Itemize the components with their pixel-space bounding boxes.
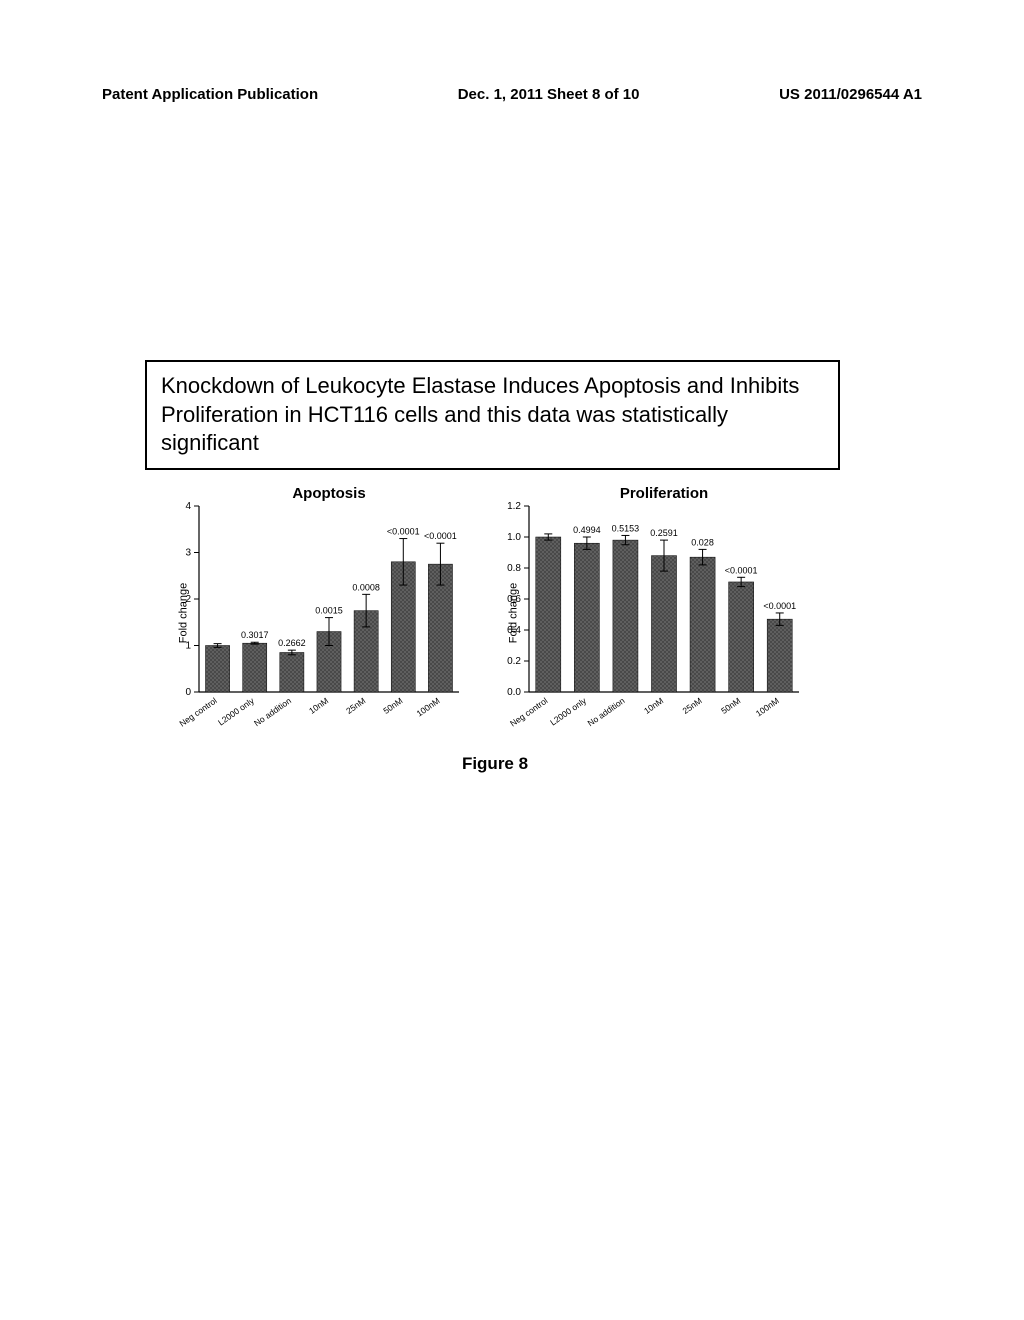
charts-row: Fold change Apoptosis01234Neg control0.3…	[155, 478, 835, 748]
svg-text:Apoptosis: Apoptosis	[292, 485, 365, 502]
proliferation-chart: Fold change Proliferation0.00.20.40.60.8…	[485, 478, 805, 748]
figure-title-text: Knockdown of Leukocyte Elastase Induces …	[161, 373, 799, 455]
svg-text:25nM: 25nM	[344, 695, 367, 715]
svg-text:0.5153: 0.5153	[612, 523, 640, 533]
svg-text:0.0015: 0.0015	[315, 605, 343, 615]
svg-text:No addition: No addition	[252, 695, 293, 728]
apoptosis-chart: Fold change Apoptosis01234Neg control0.3…	[155, 478, 465, 748]
svg-text:No addition: No addition	[586, 695, 627, 728]
svg-text:<0.0001: <0.0001	[387, 526, 420, 536]
svg-text:Proliferation: Proliferation	[620, 485, 708, 502]
header-right: US 2011/0296544 A1	[779, 86, 922, 103]
svg-text:0.2: 0.2	[507, 656, 521, 667]
figure-caption-text: Figure 8	[462, 754, 528, 773]
svg-text:L2000 only: L2000 only	[216, 695, 256, 727]
svg-text:<0.0001: <0.0001	[424, 531, 457, 541]
svg-text:3: 3	[185, 547, 191, 558]
page-header: Patent Application Publication Dec. 1, 2…	[102, 86, 922, 103]
svg-text:Neg control: Neg control	[177, 695, 218, 728]
svg-text:0.0008: 0.0008	[352, 582, 380, 592]
svg-text:L2000 only: L2000 only	[548, 695, 588, 727]
header-center: Dec. 1, 2011 Sheet 8 of 10	[458, 86, 640, 103]
svg-text:0.2662: 0.2662	[278, 638, 306, 648]
svg-text:0: 0	[185, 687, 191, 698]
svg-text:<0.0001: <0.0001	[725, 565, 758, 575]
figure-caption: Figure 8	[155, 754, 835, 774]
svg-text:4: 4	[185, 501, 191, 512]
svg-text:Neg control: Neg control	[508, 695, 549, 728]
svg-text:50nM: 50nM	[381, 695, 404, 715]
svg-text:0.4994: 0.4994	[573, 525, 601, 535]
svg-text:10nM: 10nM	[307, 695, 330, 715]
svg-text:0.028: 0.028	[691, 537, 714, 547]
svg-text:100nM: 100nM	[754, 695, 781, 718]
svg-text:25nM: 25nM	[681, 695, 704, 715]
svg-text:100nM: 100nM	[415, 695, 442, 718]
header-left: Patent Application Publication	[102, 86, 318, 103]
svg-text:0.3017: 0.3017	[241, 630, 269, 640]
svg-text:0.2591: 0.2591	[650, 528, 678, 538]
svg-text:50nM: 50nM	[719, 695, 742, 715]
svg-text:1.0: 1.0	[507, 532, 521, 543]
svg-text:10nM: 10nM	[642, 695, 665, 715]
svg-text:0.0: 0.0	[507, 687, 521, 698]
figure-title-box: Knockdown of Leukocyte Elastase Induces …	[145, 360, 840, 470]
svg-text:<0.0001: <0.0001	[763, 601, 796, 611]
svg-text:1.2: 1.2	[507, 501, 521, 512]
svg-text:0.8: 0.8	[507, 563, 521, 574]
figure-content: Knockdown of Leukocyte Elastase Induces …	[155, 360, 835, 774]
